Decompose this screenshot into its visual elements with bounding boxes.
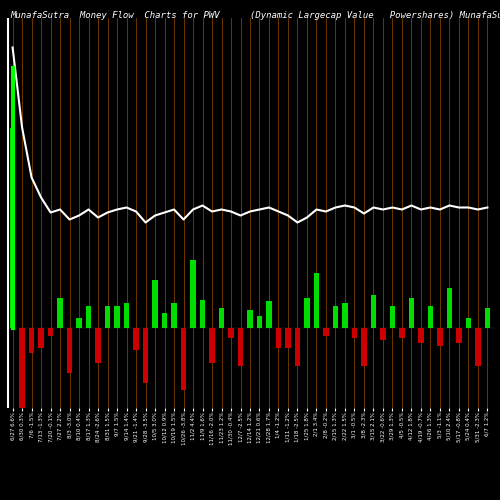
Bar xyxy=(352,328,357,338)
Bar xyxy=(286,328,290,347)
Bar xyxy=(257,316,262,328)
Bar xyxy=(76,318,82,328)
Bar xyxy=(238,328,243,366)
Bar xyxy=(342,302,347,328)
Bar xyxy=(124,302,129,328)
Bar xyxy=(456,328,462,342)
Bar xyxy=(409,298,414,328)
Bar xyxy=(143,328,148,382)
Bar xyxy=(190,260,196,328)
Bar xyxy=(181,328,186,390)
Bar xyxy=(86,306,91,328)
Bar xyxy=(380,328,386,340)
Bar xyxy=(466,318,471,328)
Bar xyxy=(400,328,404,338)
Bar xyxy=(295,328,300,366)
Bar xyxy=(152,280,158,328)
Bar xyxy=(371,294,376,328)
Bar xyxy=(276,328,281,347)
Bar xyxy=(485,308,490,328)
Bar xyxy=(48,328,53,336)
Bar xyxy=(314,272,319,328)
Bar xyxy=(266,300,272,328)
Bar xyxy=(390,306,395,328)
Bar xyxy=(96,328,100,362)
Bar xyxy=(210,328,214,362)
Text: MunafaSutra  Money Flow  Charts for PWV: MunafaSutra Money Flow Charts for PWV xyxy=(10,12,220,20)
Bar xyxy=(172,302,176,328)
Bar xyxy=(362,328,366,366)
Bar xyxy=(58,298,62,328)
Bar xyxy=(304,298,310,328)
Bar xyxy=(105,306,110,328)
Bar xyxy=(447,288,452,328)
Bar xyxy=(438,328,442,345)
Bar xyxy=(324,328,328,336)
Bar xyxy=(134,328,138,349)
Bar xyxy=(428,306,433,328)
Bar xyxy=(476,328,480,366)
Bar xyxy=(10,128,15,328)
Bar xyxy=(248,310,252,328)
Bar xyxy=(20,328,24,488)
Bar xyxy=(200,300,205,328)
Bar xyxy=(228,328,234,338)
Bar xyxy=(29,328,34,352)
Bar xyxy=(67,328,72,372)
Bar xyxy=(333,306,338,328)
Text: (Dynamic Largecap Value   Powershares) MunafaSutra.com: (Dynamic Largecap Value Powershares) Mun… xyxy=(250,12,500,20)
Bar xyxy=(162,312,167,328)
Bar xyxy=(219,308,224,328)
Bar xyxy=(114,306,119,328)
Bar xyxy=(418,328,424,342)
Bar xyxy=(38,328,44,347)
